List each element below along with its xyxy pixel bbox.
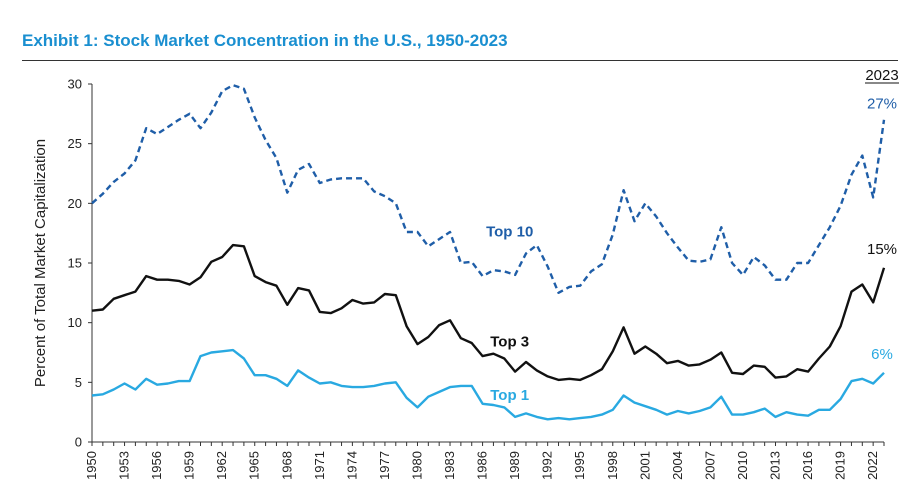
y-axis-title: Percent of Total Market Capitalization <box>32 139 49 387</box>
chart-title: Exhibit 1: Stock Market Concentration in… <box>22 31 508 50</box>
series-line-top-1 <box>91 348 885 421</box>
y-tick-label: 5 <box>75 375 82 390</box>
series-line-top-10 <box>91 83 886 294</box>
x-tick-label: 2013 <box>768 451 783 480</box>
series-label-top-10: Top 10 <box>486 224 533 241</box>
end-value-label-top-3: 15% <box>867 241 897 258</box>
x-tick-label: 1992 <box>540 451 555 480</box>
x-tick-label: 1983 <box>442 451 457 480</box>
axes: 0 5 10 15 20 25 30 1950 1953 1956 1959 1962 1965 1968… <box>32 77 885 480</box>
x-tick-label: 1953 <box>117 451 132 480</box>
x-tick-label: 1998 <box>605 451 620 480</box>
y-tick-label: 30 <box>68 77 82 92</box>
series-line-top-3 <box>91 243 886 382</box>
x-tick-label: 1977 <box>377 451 392 480</box>
x-tick-label: 2004 <box>670 451 685 480</box>
x-tick-label: 2016 <box>800 451 815 480</box>
x-tick-label: 2007 <box>702 451 717 480</box>
y-tick-label: 0 <box>75 435 82 450</box>
y-tick-label: 15 <box>68 256 82 271</box>
series-label-top-1: Top 1 <box>490 387 529 404</box>
x-tick-label: 1980 <box>409 451 424 480</box>
end-value-label-top-1: 6% <box>871 346 893 363</box>
y-tick-label: 25 <box>68 136 82 151</box>
x-tick-label: 2010 <box>735 451 750 480</box>
x-tick-label: 1962 <box>214 451 229 480</box>
x-tick-label: 2019 <box>833 451 848 480</box>
end-year-label: 2023 <box>865 67 898 84</box>
x-tick-label: 2022 <box>865 451 880 480</box>
x-tick-label: 1971 <box>312 451 327 480</box>
x-tick-label: 1995 <box>572 451 587 480</box>
x-tick-label: 1959 <box>182 451 197 480</box>
x-tick-label: 2001 <box>637 451 652 480</box>
title-rule <box>22 60 898 61</box>
x-tick-label: 1956 <box>149 451 164 480</box>
y-tick-label: 10 <box>68 315 82 330</box>
x-tick-label: 1989 <box>507 451 522 480</box>
series-label-top-3: Top 3 <box>490 334 529 351</box>
x-tick-label: 1965 <box>247 451 262 480</box>
end-value-label-top-10: 27% <box>867 96 897 113</box>
y-tick-label: 20 <box>68 196 82 211</box>
label-group: 2023 Top 10 27% Top 3 15% Top 1 6% <box>486 67 899 404</box>
x-tick-label: 1986 <box>475 451 490 480</box>
x-tick-label: 1968 <box>279 451 294 480</box>
x-tick-label: 1974 <box>344 451 359 480</box>
series-group <box>91 83 886 421</box>
x-tick-label: 1950 <box>84 451 99 480</box>
